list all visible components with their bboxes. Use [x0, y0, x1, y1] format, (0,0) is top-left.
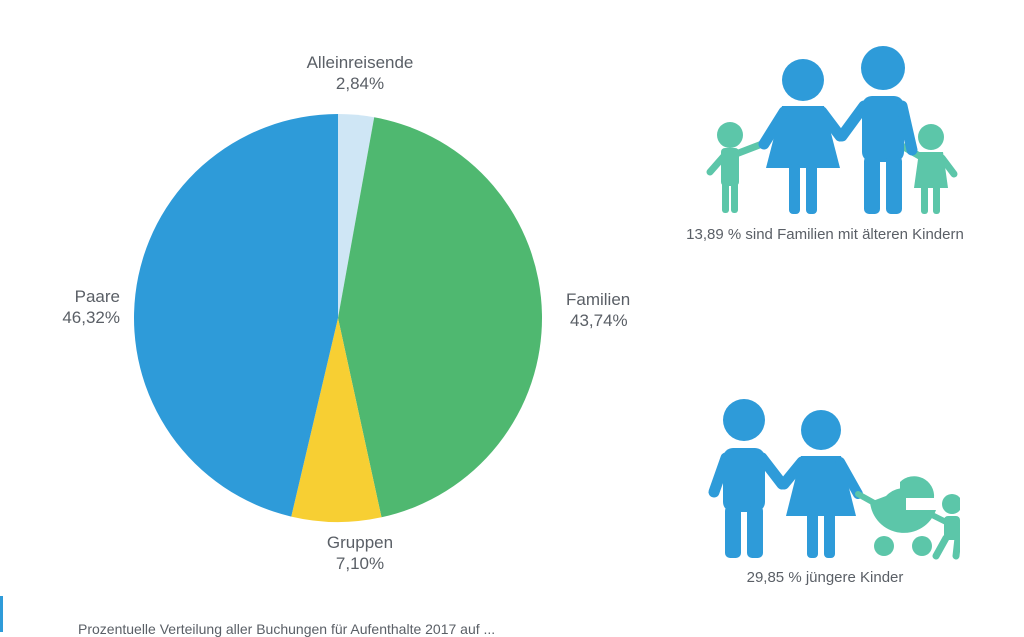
pie-label-alleinreisende: Alleinreisende 2,84%: [307, 53, 414, 93]
edge-decoration: [0, 596, 3, 632]
infobox-older-children: 13,89 % sind Familien mit älteren Kinder…: [675, 40, 975, 245]
footnote: Prozentuelle Verteilung aller Buchungen …: [78, 621, 496, 637]
pie-label-gruppen: Gruppen 7,10%: [327, 533, 393, 573]
pie-slice-familien: [338, 117, 543, 518]
pie-chart: Alleinreisende 2,84% Familien 43,74% Gruppen…: [62, 53, 630, 573]
infobox-younger-children: 29,85 % jüngere Kinder: [675, 392, 975, 588]
family-older-children-icon: [706, 46, 958, 214]
pie-slice-alleinreisende: [338, 114, 375, 318]
older-children-caption: 13,89 % sind Familien mit älteren Kinder…: [686, 226, 964, 243]
younger-children-caption: 29,85 % jüngere Kinder: [746, 569, 904, 586]
family-stroller-icon: [708, 399, 960, 560]
pie-slice-gruppen: [291, 318, 382, 522]
pie-slice-paare: [134, 114, 338, 517]
pie-slices: [134, 114, 543, 522]
pie-label-familien: Familien 43,74%: [566, 290, 630, 330]
pie-label-paare: Paare 46,32%: [62, 287, 120, 327]
pie-labels: Alleinreisende 2,84% Familien 43,74% Gruppen…: [62, 53, 630, 573]
